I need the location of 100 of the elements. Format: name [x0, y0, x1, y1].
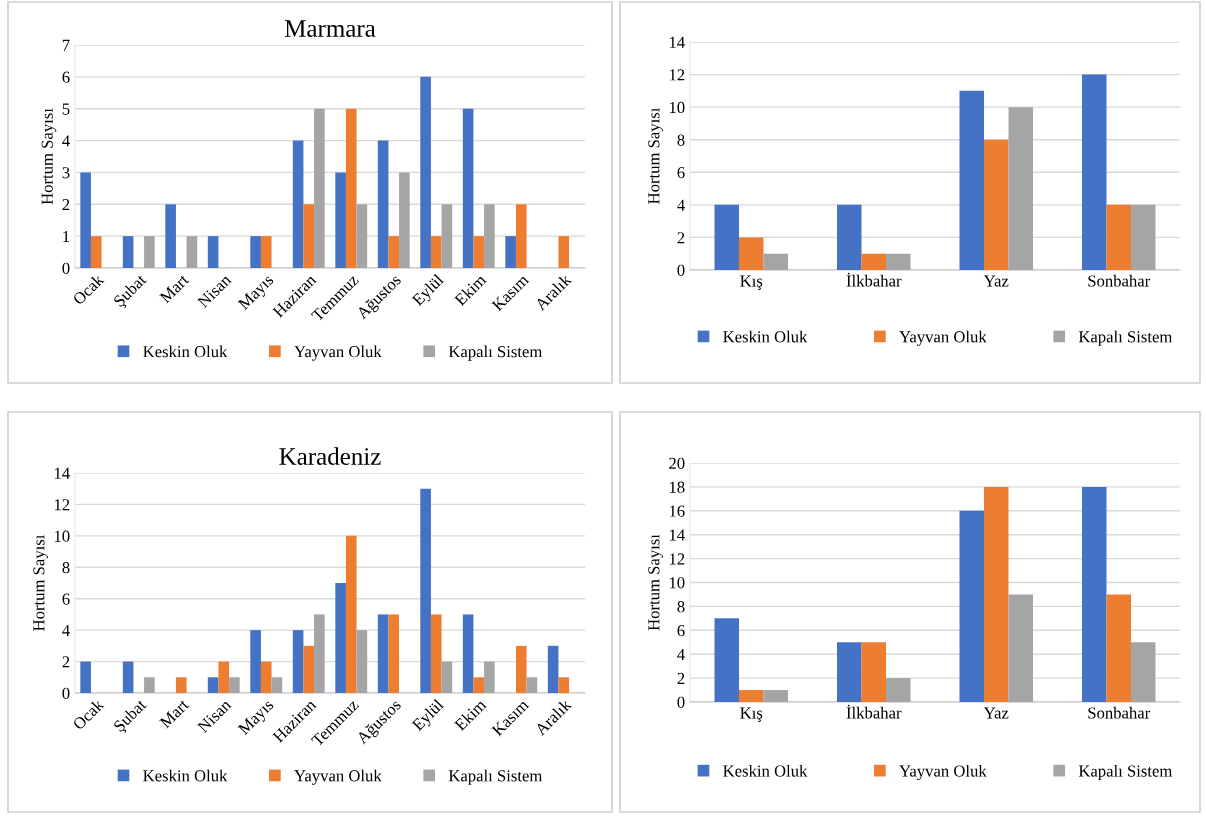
bar [271, 677, 283, 693]
y-tick-label: 14 [669, 529, 685, 541]
x-tick-label: Mart [159, 698, 190, 729]
bar [356, 630, 368, 693]
bar [861, 642, 886, 702]
bar [462, 614, 474, 693]
y-tick-label: 16 [669, 505, 685, 517]
bar [314, 108, 325, 268]
bar [399, 172, 410, 268]
bar [218, 661, 230, 693]
bar [1106, 204, 1131, 270]
y-axis-title: Hortum Sayısı [41, 108, 57, 205]
legend-label: Kapalı Sistem [448, 345, 543, 361]
bar [377, 140, 389, 268]
bar [250, 236, 261, 268]
legend-label: Yayvan Oluk [294, 769, 382, 785]
bar [260, 236, 272, 268]
legend-label: Yayvan Oluk [294, 345, 382, 361]
y-tick-label: 6 [62, 593, 70, 605]
bar [420, 76, 431, 268]
legend-label: Yayvan Oluk [899, 764, 987, 781]
y-tick-label: 0 [62, 687, 70, 699]
bar [229, 677, 240, 693]
bar [837, 204, 862, 270]
legend-label: Keskin Oluk [143, 769, 228, 782]
y-axis-title: Hortum Sayısı [648, 107, 663, 204]
bar [526, 677, 538, 693]
bar [420, 488, 431, 693]
bar [144, 677, 155, 693]
y-tick-label: 2 [677, 232, 685, 244]
bar [345, 535, 357, 693]
x-tick-label: Yaz [983, 275, 1009, 287]
bar [515, 204, 527, 268]
y-tick-label: 12 [54, 499, 70, 511]
bar [886, 678, 911, 702]
bar [80, 172, 91, 268]
bar [314, 614, 325, 693]
bar [763, 690, 788, 702]
bar [175, 677, 187, 693]
legend-label: Kapalı Sistem [448, 769, 543, 785]
bar [430, 614, 442, 693]
bar [377, 614, 389, 693]
y-tick-label: 4 [62, 624, 70, 636]
bar [837, 642, 862, 702]
bar [303, 204, 315, 268]
bar [739, 237, 764, 270]
bar [388, 236, 400, 268]
bar [886, 253, 911, 270]
x-tick-label: Kış [740, 275, 763, 290]
bar [356, 204, 368, 268]
x-tick-label: Kış [740, 707, 763, 722]
bar [1082, 486, 1107, 702]
bar [484, 204, 495, 268]
bar [714, 204, 739, 270]
y-tick-label: 0 [677, 696, 685, 708]
y-tick-label: 0 [62, 262, 70, 274]
y-tick-label: 10 [669, 577, 685, 589]
y-tick-label: 8 [62, 561, 70, 574]
y-tick-label: 6 [677, 625, 685, 637]
y-tick-label: 4 [677, 649, 685, 660]
bar [441, 661, 453, 693]
bar [1131, 204, 1156, 270]
bar [90, 236, 102, 268]
y-tick-label: 10 [54, 530, 70, 542]
y-tick-label: 2 [62, 199, 70, 211]
bar [80, 661, 91, 693]
bar [186, 236, 198, 268]
bar [462, 108, 474, 268]
bar [959, 510, 984, 702]
bar [345, 108, 357, 268]
bar [122, 661, 134, 693]
bar [260, 661, 272, 693]
bar [959, 90, 984, 270]
y-tick-label: 20 [669, 457, 685, 469]
y-axis-title: Hortum Sayısı [33, 534, 48, 631]
legend-label: Keskin Oluk [723, 764, 808, 777]
bar [484, 661, 495, 693]
y-axis-title: Hortum Sayısı [648, 534, 663, 631]
y-tick-label: 7 [62, 39, 70, 51]
legend-label: Keskin Oluk [143, 345, 228, 358]
y-tick-label: 1 [63, 230, 70, 242]
bar [207, 236, 219, 268]
y-tick-label: 4 [62, 135, 70, 147]
y-tick-label: 14 [54, 467, 70, 479]
legend-label: Keskin Oluk [723, 330, 808, 343]
bar [1008, 594, 1033, 702]
bar [547, 645, 559, 693]
bar [1082, 74, 1107, 270]
bar [335, 583, 346, 693]
y-tick-label: 14 [669, 36, 685, 48]
x-tick-label: İlkbahar [846, 272, 902, 287]
bar [388, 614, 400, 693]
y-tick-label: 2 [677, 672, 685, 684]
x-tick-label: Ocak [71, 272, 105, 306]
y-tick-label: 3 [62, 167, 70, 179]
bar [144, 236, 155, 268]
x-tick-label: Mart [159, 273, 190, 304]
y-tick-label: 12 [669, 69, 685, 81]
bar [558, 677, 570, 693]
bar [303, 645, 315, 693]
